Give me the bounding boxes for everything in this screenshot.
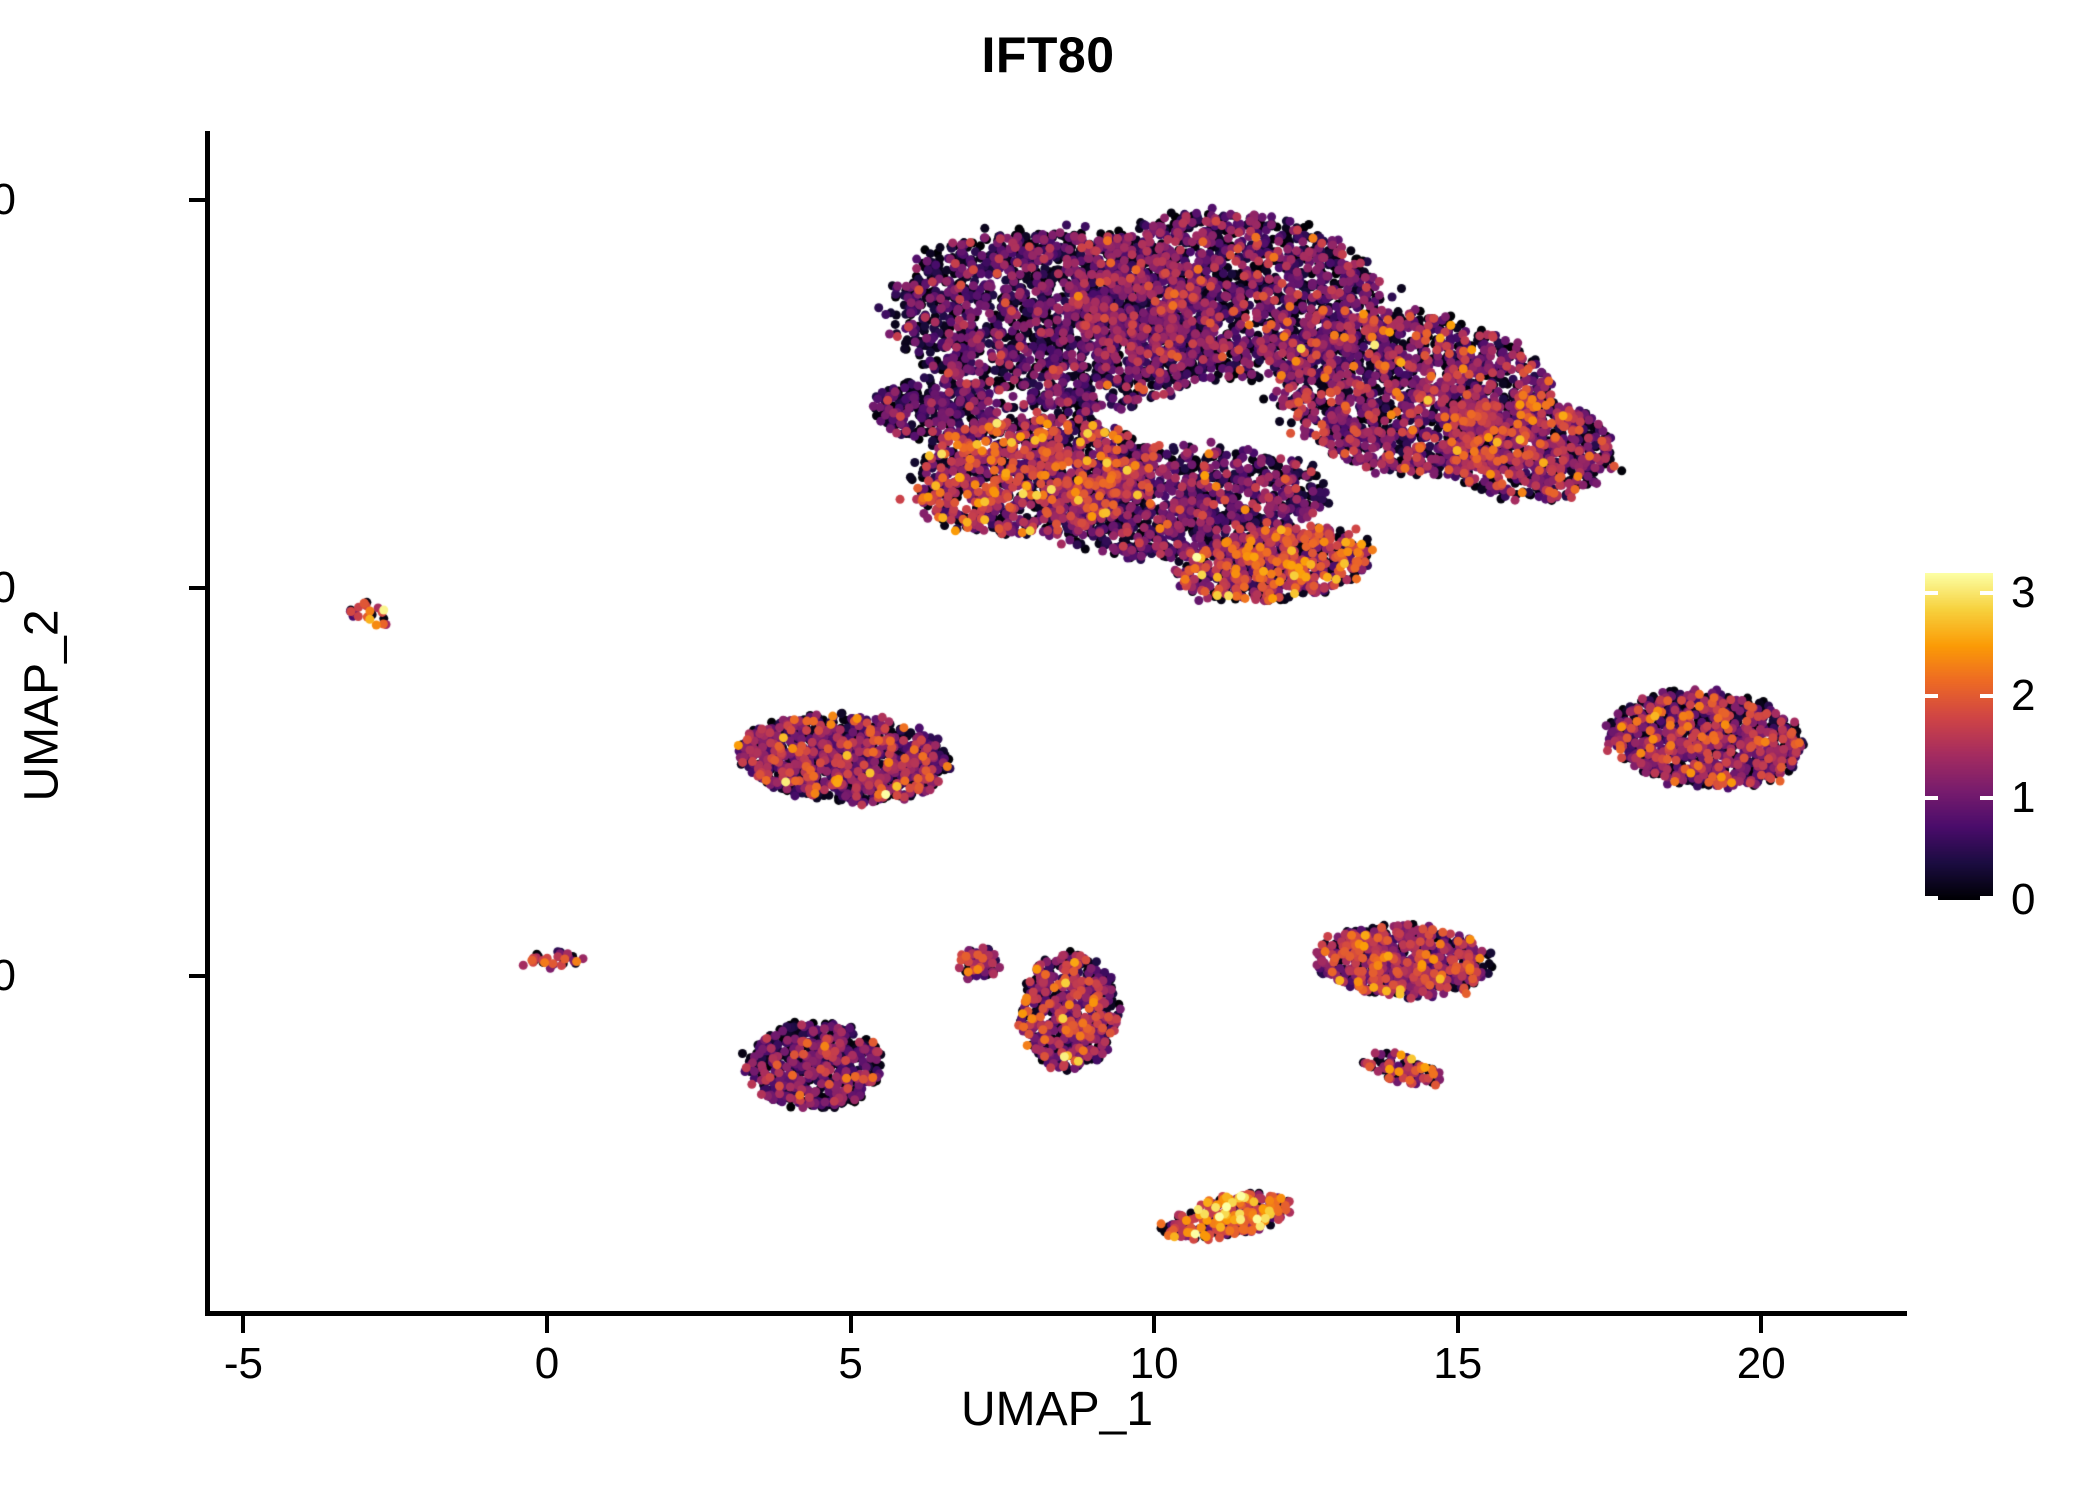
x-tick-label: -5 <box>223 1339 263 1388</box>
y-axis-title: UMAP_2 <box>15 609 69 802</box>
y-tick-mark <box>189 197 205 202</box>
y-axis-line <box>205 131 210 1316</box>
colorbar-tick-label: 0 <box>2011 875 2036 924</box>
plot-title-text: IFT80 <box>981 27 1115 83</box>
x-tick-label: 5 <box>838 1339 863 1388</box>
y-tick-label: 0 <box>0 951 16 1001</box>
x-tick-mark <box>848 1316 853 1333</box>
scatter-plot-canvas <box>207 130 1907 1310</box>
y-tick-mark <box>189 974 205 979</box>
y-tick-label: 10 <box>0 563 16 613</box>
x-tick-label: 20 <box>1736 1339 1786 1388</box>
x-tick-mark <box>1455 1316 1460 1333</box>
x-tick-label: 15 <box>1433 1339 1483 1388</box>
x-tick-mark <box>545 1316 549 1333</box>
x-axis-line <box>205 1311 1907 1316</box>
x-tick-mark <box>1759 1316 1764 1333</box>
x-tick-mark <box>241 1316 246 1333</box>
x-axis-title: UMAP_1 <box>960 1383 1154 1436</box>
colorbar-tick-label: 3 <box>2011 568 2036 618</box>
y-tick-label: 20 <box>0 174 16 224</box>
x-tick-mark <box>1152 1316 1157 1333</box>
y-tick-mark <box>189 586 205 591</box>
colorbar-tick-label: 2 <box>2011 670 2036 720</box>
colorbar-tick-label: 1 <box>2011 772 2036 822</box>
x-tick-label: 10 <box>1129 1339 1179 1388</box>
page-title: IFT80 <box>0 26 2100 84</box>
colorbar-gradient <box>1925 573 1993 900</box>
colorbar-legend: 0 1 2 3 <box>1925 568 2085 922</box>
x-tick-label: 0 <box>534 1339 560 1388</box>
